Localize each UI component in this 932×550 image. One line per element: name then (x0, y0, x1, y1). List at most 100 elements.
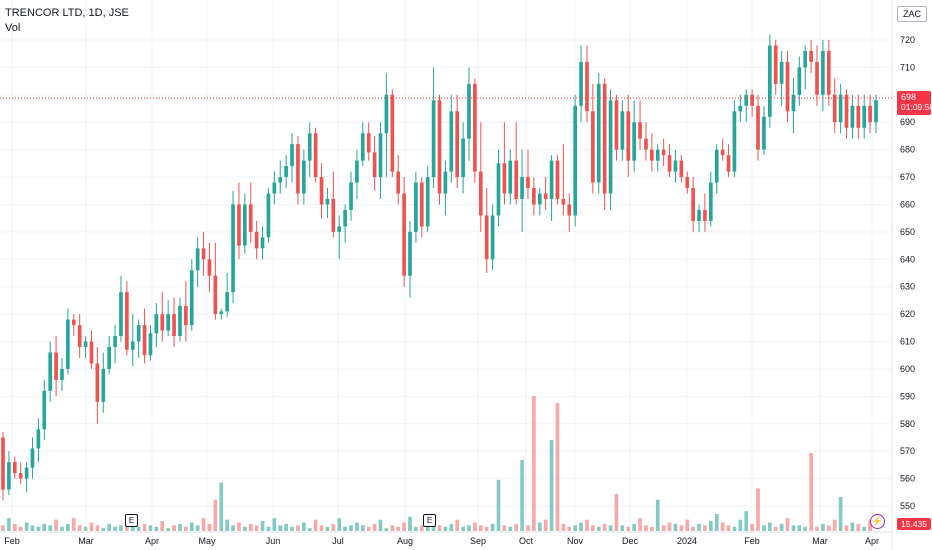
volume-bar (815, 526, 819, 531)
volume-bar (254, 525, 259, 531)
time-tick-label: Feb (4, 536, 20, 546)
volume-bar (850, 522, 855, 531)
candle-body (856, 105, 861, 128)
volume-bar (821, 523, 825, 531)
candle-body (537, 193, 542, 205)
volume-bar (83, 526, 88, 531)
volume-bar (667, 522, 672, 531)
volume-bar (685, 519, 690, 531)
candle-body (608, 100, 613, 194)
volume-bar (54, 519, 58, 531)
volume-bar (296, 525, 300, 531)
volume-bar (508, 526, 513, 531)
volume-bar (555, 403, 560, 531)
volume-bar (278, 525, 283, 531)
volume-bar (496, 479, 501, 531)
candle-body (478, 171, 483, 216)
volume-bar (797, 525, 802, 531)
candle-body (767, 45, 772, 117)
candle-body (543, 193, 548, 199)
price-tick-label: 590 (900, 391, 915, 401)
candle-body (71, 319, 76, 326)
candle-body (48, 352, 53, 391)
candle-body (119, 292, 123, 337)
candle-body (414, 182, 418, 232)
volume-bar (750, 523, 754, 531)
candle-body (83, 341, 88, 348)
volume-bar (785, 518, 790, 531)
volume-bar (773, 526, 778, 531)
volume-bar (101, 528, 106, 531)
earnings-marker[interactable]: E (423, 514, 436, 527)
candle-body (673, 160, 678, 172)
volume-bar (543, 519, 548, 531)
candle-body (113, 336, 117, 348)
volume-bar (478, 525, 483, 531)
bar-countdown: 01:09:50 (901, 102, 932, 112)
candle-body (402, 193, 406, 276)
candle-body (484, 215, 489, 260)
candle-body (596, 83, 601, 183)
candle-body (844, 94, 849, 128)
volume-bar (419, 525, 424, 531)
volume-bar (66, 523, 70, 531)
price-tick-label: 690 (900, 117, 915, 127)
currency-button[interactable]: ZAC (897, 6, 927, 22)
volume-bar (443, 526, 448, 531)
candle-body (89, 341, 94, 364)
volume-bar (195, 525, 200, 531)
time-tick-label: Apr (145, 536, 159, 546)
candle-body (874, 100, 878, 123)
volume-bar (184, 526, 188, 531)
candle-body (237, 204, 241, 246)
candle-body (638, 122, 642, 139)
volume-bar (856, 523, 861, 531)
volume-bar (402, 522, 406, 531)
volume-bar (378, 519, 383, 531)
volume-bar (532, 396, 536, 531)
time-tick-label: Jun (266, 536, 281, 546)
candle-body (30, 448, 35, 468)
last-price-label: 698 01:09:50 (897, 91, 932, 115)
candle-body (12, 462, 17, 474)
candle-body (514, 160, 519, 199)
volume-bar (514, 523, 519, 531)
symbol-title[interactable]: TRENCOR LTD, 1D, JSE (5, 7, 129, 19)
volume-bar (608, 525, 613, 531)
candle-body (449, 111, 454, 172)
candle-body (349, 182, 353, 210)
candle-body (54, 352, 58, 380)
volume-bar (284, 523, 288, 531)
candle-body (785, 61, 790, 112)
volume-legend[interactable]: Vol (5, 22, 21, 34)
candle-body (526, 177, 530, 189)
time-tick-label: Mar (78, 536, 94, 546)
volume-bar (302, 522, 306, 531)
candle-body (66, 319, 70, 369)
candle-body (762, 116, 766, 150)
candle-body (189, 270, 194, 326)
volume-bar (738, 519, 743, 531)
volume-bar (307, 528, 312, 531)
price-tick-label: 710 (900, 62, 915, 72)
price-tick-label: 670 (900, 172, 915, 182)
volume-bar (537, 522, 542, 531)
candle-body (644, 138, 648, 150)
candle-body (384, 94, 389, 134)
candle-body (726, 155, 731, 172)
lightning-icon[interactable]: ⚡ (870, 514, 885, 529)
volume-bar (160, 521, 165, 531)
candle-body (720, 149, 725, 156)
candle-body (697, 209, 701, 221)
candle-body (195, 248, 200, 271)
candle-body (319, 177, 324, 205)
candle-body (431, 100, 436, 178)
candle-body (838, 94, 843, 123)
candle-body (95, 363, 100, 402)
earnings-marker[interactable]: E (125, 514, 138, 527)
candle-body (219, 311, 224, 315)
volume-bar (579, 522, 583, 531)
volume-bar (248, 523, 253, 531)
volume-bar (862, 526, 867, 531)
